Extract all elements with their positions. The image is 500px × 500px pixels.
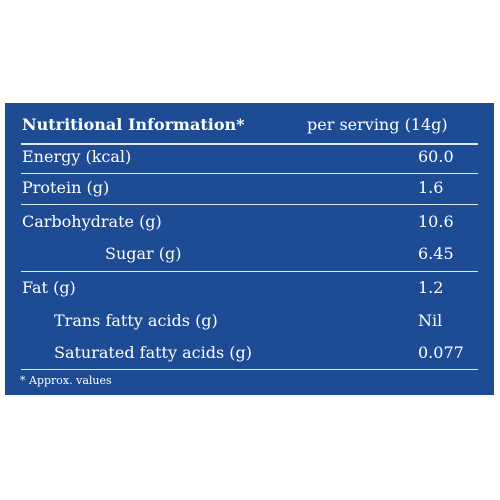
row-trans-fat-name: Trans fatty acids (g) <box>54 311 218 330</box>
row-protein-value: 1.6 <box>418 178 444 197</box>
nutrition-title: Nutritional Information* <box>22 115 245 134</box>
divider-energy <box>21 173 478 174</box>
row-carbohydrate-value: 10.6 <box>418 212 454 231</box>
nutrition-label: Nutritional Information* per serving (14… <box>5 103 494 395</box>
row-saturated-fat-name: Saturated fatty acids (g) <box>54 343 252 362</box>
divider-protein <box>21 204 478 205</box>
row-energy-name: Energy (kcal) <box>22 147 132 166</box>
divider-bottom <box>21 369 478 370</box>
footnote: * Approx. values <box>20 374 112 387</box>
divider-carbohydrate <box>21 271 478 272</box>
row-fat-name: Fat (g) <box>22 278 76 297</box>
row-fat-value: 1.2 <box>418 278 444 297</box>
row-trans-fat-value: Nil <box>418 311 443 330</box>
header-divider <box>21 143 478 145</box>
row-sugar-value: 6.45 <box>418 244 454 263</box>
serving-size: per serving (14g) <box>307 115 448 134</box>
row-energy-value: 60.0 <box>418 147 454 166</box>
row-carbohydrate-name: Carbohydrate (g) <box>22 212 162 231</box>
row-saturated-fat-value: 0.077 <box>418 343 464 362</box>
row-protein-name: Protein (g) <box>22 178 110 197</box>
row-sugar-name: Sugar (g) <box>105 244 182 263</box>
